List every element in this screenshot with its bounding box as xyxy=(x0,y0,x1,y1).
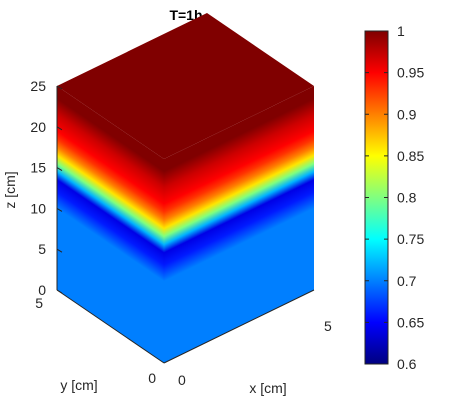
z-tick-label: 25 xyxy=(30,78,46,94)
z-tick-label: 15 xyxy=(30,160,46,176)
x-axis-line xyxy=(163,289,315,364)
colorbar: 0.6 0.65 0.7 0.75 0.8 0.85 0.9 0.95 1 xyxy=(364,23,424,372)
colorbar-tick-label: 0.65 xyxy=(397,314,424,330)
y-axis-label: y [cm] xyxy=(60,377,97,393)
x-tick-label: 0 xyxy=(178,372,186,388)
cube-face-top xyxy=(57,13,314,159)
z-tick-mark xyxy=(56,126,63,131)
chart-title: T=1h xyxy=(169,7,202,23)
z-tick-mark xyxy=(56,248,63,253)
cube-face-front xyxy=(57,86,164,363)
colorbar-tick-label: 0.75 xyxy=(397,231,424,247)
z-tick-label: 0 xyxy=(38,282,46,298)
colorbar-tick-label: 0.7 xyxy=(397,273,417,289)
z-tick-mark xyxy=(56,85,63,90)
z-tick-mark xyxy=(56,289,63,294)
colorbar-tick-label: 0.6 xyxy=(397,356,417,372)
x-axis-ticks: 05 xyxy=(178,318,332,388)
y-axis-line xyxy=(56,289,165,364)
y-axis-ticks: 05 xyxy=(35,295,156,386)
colorbar-tick-label: 0.8 xyxy=(397,190,417,206)
y-tick-label: 5 xyxy=(35,295,43,311)
z-tick-label: 20 xyxy=(30,119,46,135)
z-tick-mark xyxy=(56,167,63,172)
colorbar-ticks: 0.6 0.65 0.7 0.75 0.8 0.85 0.9 0.95 1 xyxy=(365,23,424,372)
colorbar-tick-label: 0.95 xyxy=(397,65,424,81)
z-axis-label: z [cm] xyxy=(2,171,18,208)
y-tick-label: 0 xyxy=(148,370,156,386)
colorbar-tick-label: 0.85 xyxy=(397,148,424,164)
cube-plot xyxy=(57,13,314,363)
z-tick-mark xyxy=(56,207,63,212)
colorbar-tick-label: 1 xyxy=(397,23,405,39)
x-tick-label: 5 xyxy=(324,318,332,334)
cube-face-right xyxy=(164,86,314,363)
x-axis-label: x [cm] xyxy=(249,380,286,396)
z-tick-label: 5 xyxy=(38,241,46,257)
z-axis-ticks: 0 5 10 15 20 25 xyxy=(30,78,63,298)
colorbar-tick-label: 0.9 xyxy=(397,106,417,122)
z-tick-label: 10 xyxy=(30,200,46,216)
